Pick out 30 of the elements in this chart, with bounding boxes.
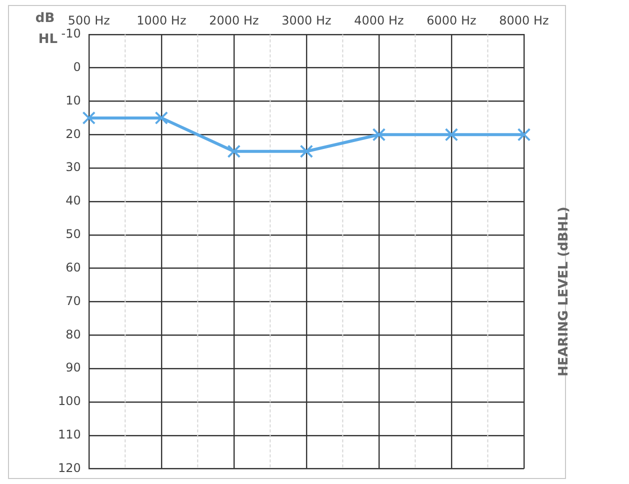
x-tick-label: 6000 Hz [426,13,476,28]
y-axis-title: HEARING LEVEL (dBHL) [556,206,572,377]
text: dB HL [35,11,58,47]
point [444,128,458,142]
y-tick-label: 60 [66,260,81,274]
y-tick-label: 100 [58,394,81,408]
y-tick-label: 90 [66,360,81,375]
point [372,128,386,142]
y-tick-label: 120 [58,460,81,475]
y-tick-label: -10 [61,26,81,41]
point [154,111,168,125]
y-tick-label: 10 [66,93,81,108]
point [517,128,531,142]
x-tick-label: 4000 Hz [354,13,404,28]
x-tick-label: 500 Hz [68,13,110,28]
y-tick-label: 0 [73,60,81,74]
y-tick-label: 80 [66,327,81,342]
y-tick-label: 110 [58,428,81,442]
y-tick-label: 30 [66,160,81,174]
point [82,111,96,125]
x-tick-label: 3000 Hz [282,13,332,28]
y-tick-label: 40 [66,194,81,208]
y-tick-label: 70 [66,294,81,308]
y-tick-label: 20 [66,126,81,141]
x-tick-label: 8000 Hz [499,13,549,28]
x-tick-label: 2000 Hz [209,13,259,28]
point [300,144,314,158]
y-tick-label: 50 [66,227,81,242]
x-tick-label: 1000 Hz [136,13,186,28]
point [227,144,241,158]
